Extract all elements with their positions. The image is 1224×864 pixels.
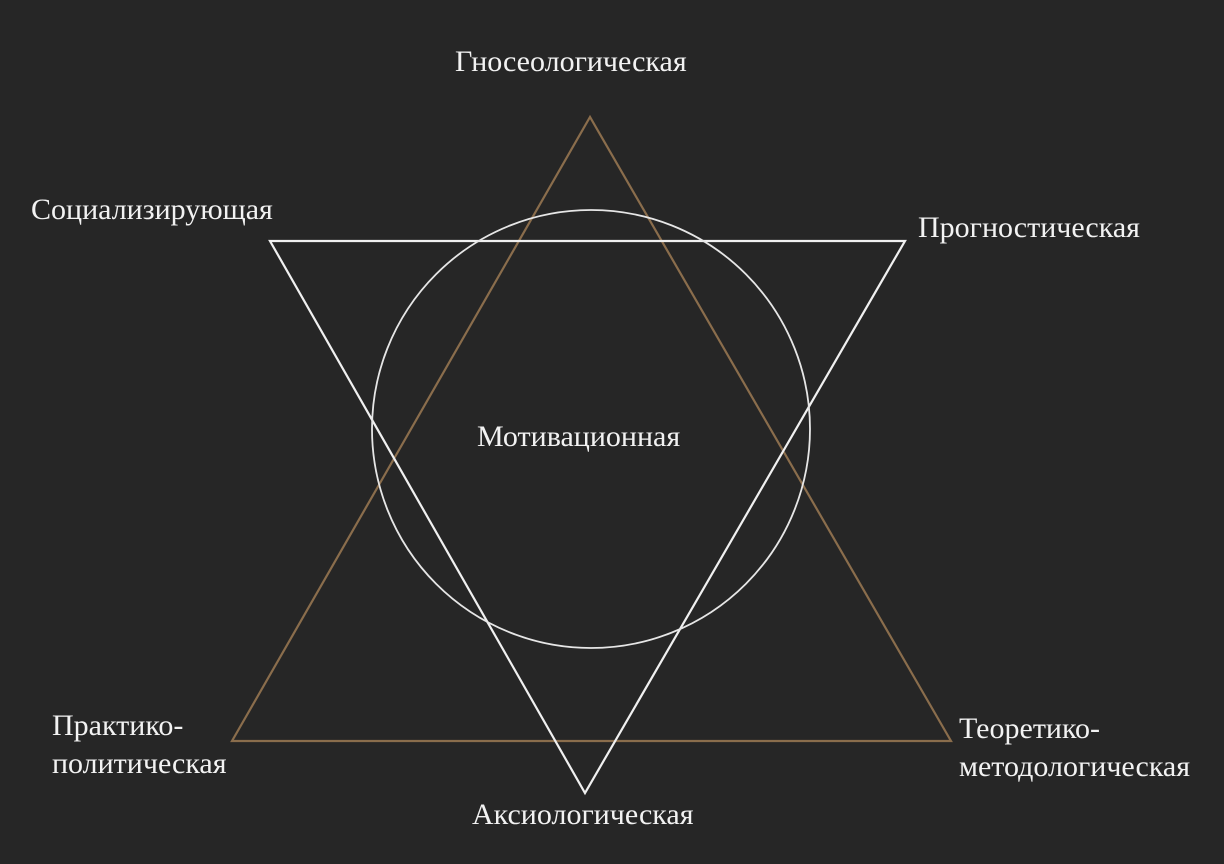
label-theoretical-methodological-line2: методологическая [959,750,1191,783]
label-practical-political-line2: политическая [52,747,227,780]
downward-triangle [268,239,907,796]
label-socializing: Социализирующая [31,193,273,226]
label-theoretical-methodological: Теоретико- методологическая [959,710,1190,786]
label-prognostic: Прогностическая [918,211,1140,244]
label-axiological: Аксиологическая [472,798,694,831]
label-practical-political: Практико- политическая [52,707,227,783]
label-theoretical-methodological-line1: Теоретико- [959,712,1101,745]
label-gnoseological: Гносеологическая [455,45,687,78]
upward-triangle [230,114,953,743]
label-practical-political-line1: Практико- [52,709,184,742]
label-motivational: Мотивационная [477,420,681,453]
center-circle [371,209,811,649]
